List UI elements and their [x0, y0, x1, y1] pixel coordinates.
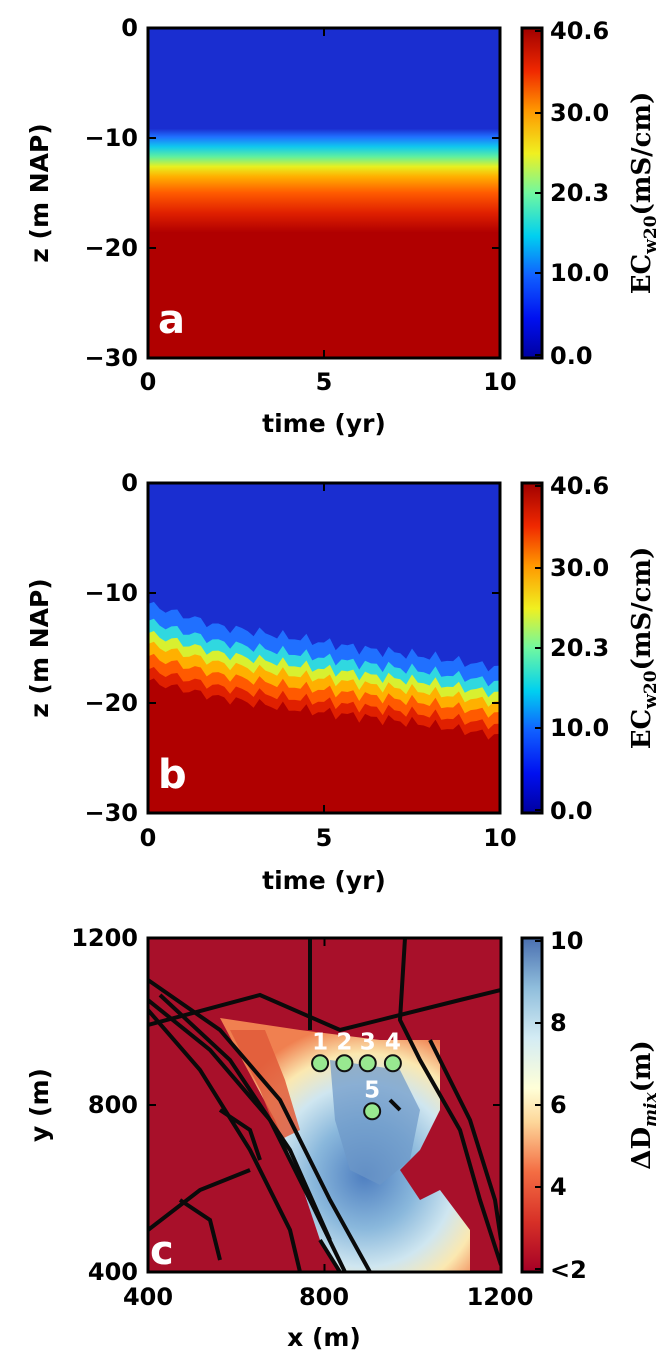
cbar-a-tick-4: 40.6	[550, 17, 609, 45]
xtick-c-2: 1200	[467, 1283, 534, 1311]
cbar-c-tick-3: 8	[550, 1009, 567, 1037]
canal-lines	[148, 938, 501, 1272]
well-marker-3	[358, 1054, 377, 1073]
ytick-b-2: −20	[84, 689, 138, 717]
xtick-a-0: 0	[140, 368, 157, 396]
well-marker-4	[383, 1054, 402, 1073]
ytick-c-1: 800	[88, 1091, 138, 1119]
xtick-a-2: 10	[483, 368, 516, 396]
well-label-4: 4	[385, 1029, 401, 1055]
heatmap-a-field	[148, 28, 500, 358]
ytick-b-1: −10	[84, 579, 138, 607]
panel-b: 0 −10 −20 −30 0 5 10 time (yr) z (m NAP)…	[25, 469, 661, 895]
xtick-c-1: 800	[299, 1283, 349, 1311]
ytick-a-3: −30	[84, 344, 138, 372]
ticks-a	[147, 27, 501, 359]
cbar-a-tick-0: 0.0	[550, 342, 593, 370]
cbar-c-tick-0: <2	[550, 1256, 587, 1284]
colorbar-a-ticks	[535, 30, 542, 356]
cbar-c-tick-1: 4	[550, 1173, 567, 1201]
ytick-c-0: 400	[88, 1258, 138, 1286]
well-label-5: 5	[364, 1077, 380, 1103]
cbar-a-label: ECw20(mS/cm)	[627, 92, 661, 295]
xtick-b-2: 10	[483, 824, 516, 852]
well-label-1: 1	[312, 1029, 328, 1055]
xtick-a-1: 5	[316, 368, 333, 396]
ytick-a-2: −20	[84, 234, 138, 262]
cbar-b-tick-1: 10.0	[550, 714, 609, 742]
ytick-c-2: 1200	[71, 924, 138, 952]
well-label-2: 2	[336, 1029, 352, 1055]
ticks-b	[147, 482, 501, 814]
cbar-b-label: ECw20(mS/cm)	[627, 547, 661, 750]
cbar-b-tick-4: 40.6	[550, 472, 609, 500]
ylabel-a: z (m NAP)	[25, 123, 54, 262]
well-label-3: 3	[360, 1029, 376, 1055]
cbar-a-tick-3: 30.0	[550, 99, 609, 127]
ytick-a-1: −10	[84, 124, 138, 152]
panel-label-c: c	[150, 1228, 174, 1274]
panel-label-b: b	[158, 752, 187, 798]
well-marker-5	[363, 1102, 382, 1121]
well-marker-1	[311, 1054, 330, 1073]
cbar-b-tick-2: 20.3	[550, 634, 609, 662]
cbar-a-tick-1: 10.0	[550, 259, 609, 287]
heatmap-b-fresh	[148, 483, 500, 672]
xtick-b-0: 0	[140, 824, 157, 852]
wells: 1 2 3 45	[311, 1029, 402, 1121]
cbar-a-tick-2: 20.3	[550, 179, 609, 207]
cbar-c-label: ΔDmix(m)	[627, 1040, 661, 1169]
xlabel-b: time (yr)	[262, 866, 386, 895]
plume-core	[330, 1060, 420, 1185]
colorbar-b-ticks	[535, 485, 542, 811]
ytick-b-3: −30	[84, 799, 138, 827]
map-content: 1 2 3 45	[148, 938, 501, 1272]
well-marker-2	[335, 1054, 354, 1073]
panel-a: 0 −10 −20 −30 0 5 10 time (yr) z (m NAP)…	[25, 14, 661, 438]
cbar-c-tick-4: 10	[550, 927, 583, 955]
ylabel-b: z (m NAP)	[25, 578, 54, 717]
ylabel-c: y (m)	[25, 1068, 54, 1142]
xlabel-c: x (m)	[287, 1323, 361, 1352]
xtick-b-1: 5	[316, 824, 333, 852]
colorbar-c-ticks	[535, 940, 542, 1270]
cbar-c-tick-2: 6	[550, 1091, 567, 1119]
panel-c: 1 2 3 45 1200 800 400 400 800 1200 x (m) y …	[25, 924, 661, 1352]
ytick-b-0: 0	[121, 469, 138, 497]
cbar-b-tick-3: 30.0	[550, 554, 609, 582]
ticks-c	[147, 937, 502, 1273]
xtick-c-0: 400	[123, 1283, 173, 1311]
cbar-b-tick-0: 0.0	[550, 797, 593, 825]
xlabel-a: time (yr)	[262, 409, 386, 438]
panel-label-a: a	[158, 297, 185, 343]
ytick-a-0: 0	[121, 14, 138, 42]
